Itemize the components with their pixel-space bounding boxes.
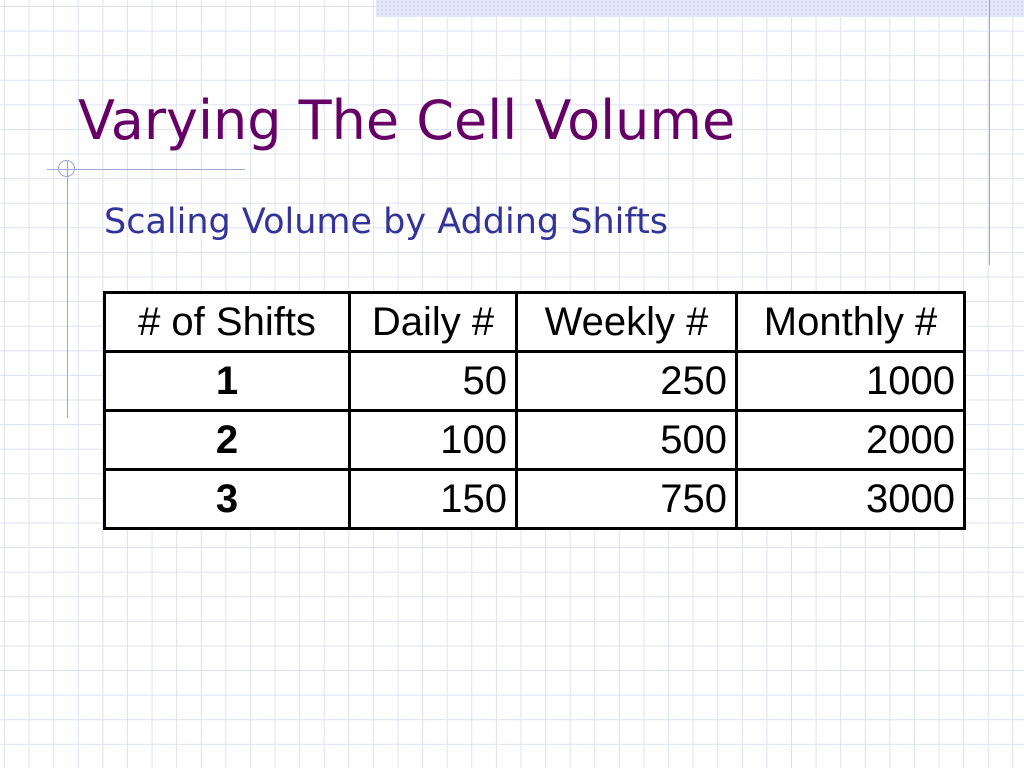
table-row: 1 50 250 1000 [103,350,966,412]
header-daily: Daily # [348,291,518,353]
cell-shifts: 1 [103,350,351,412]
cell-monthly: 1000 [735,350,966,412]
decorative-vertical-line-right [989,0,990,265]
cell-monthly: 2000 [735,409,966,471]
slide-subtitle: Scaling Volume by Adding Shifts [104,202,669,242]
slide-title: Varying The Cell Volume [78,89,736,152]
cell-shifts: 2 [103,409,351,471]
header-monthly: Monthly # [735,291,966,353]
cell-daily: 150 [348,468,518,530]
cell-weekly: 250 [515,350,738,412]
cell-daily: 100 [348,409,518,471]
table-row: 2 100 500 2000 [103,409,966,471]
decorative-title-underline [47,169,245,170]
decorative-ring [58,160,75,177]
table-row: 3 150 750 3000 [103,468,966,530]
cell-shifts: 3 [103,468,351,530]
cell-daily: 50 [348,350,518,412]
header-shifts: # of Shifts [103,291,351,353]
decorative-vertical-line-left [67,160,68,418]
cell-monthly: 3000 [735,468,966,530]
header-weekly: Weekly # [515,291,738,353]
cell-weekly: 750 [515,468,738,530]
top-decorative-band [376,0,1024,17]
table-header-row: # of Shifts Daily # Weekly # Monthly # [103,291,966,353]
cell-weekly: 500 [515,409,738,471]
shifts-volume-table: # of Shifts Daily # Weekly # Monthly # 1… [103,291,966,530]
